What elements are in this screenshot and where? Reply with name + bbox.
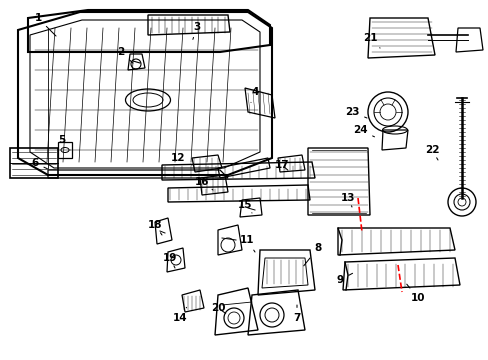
Text: 2: 2 bbox=[117, 47, 133, 63]
Text: 8: 8 bbox=[303, 243, 321, 266]
Text: 5: 5 bbox=[58, 135, 70, 150]
Text: 10: 10 bbox=[406, 284, 425, 303]
Text: 3: 3 bbox=[192, 22, 200, 39]
Text: 17: 17 bbox=[274, 160, 289, 170]
Text: 20: 20 bbox=[210, 303, 225, 314]
Text: 24: 24 bbox=[352, 125, 374, 137]
Text: 6: 6 bbox=[31, 158, 47, 169]
Text: 18: 18 bbox=[147, 220, 162, 235]
Text: 15: 15 bbox=[237, 200, 252, 213]
Text: 1: 1 bbox=[34, 13, 56, 36]
Text: 13: 13 bbox=[340, 193, 354, 207]
Text: 23: 23 bbox=[344, 107, 366, 118]
Text: 16: 16 bbox=[194, 177, 213, 190]
Text: 11: 11 bbox=[239, 235, 254, 252]
Text: 14: 14 bbox=[172, 307, 187, 323]
Text: 9: 9 bbox=[336, 273, 352, 285]
Text: 12: 12 bbox=[170, 153, 192, 165]
Text: 7: 7 bbox=[293, 305, 300, 323]
Text: 22: 22 bbox=[424, 145, 438, 160]
Text: 4: 4 bbox=[250, 87, 258, 102]
Text: 21: 21 bbox=[362, 33, 379, 48]
Text: 19: 19 bbox=[163, 253, 177, 268]
